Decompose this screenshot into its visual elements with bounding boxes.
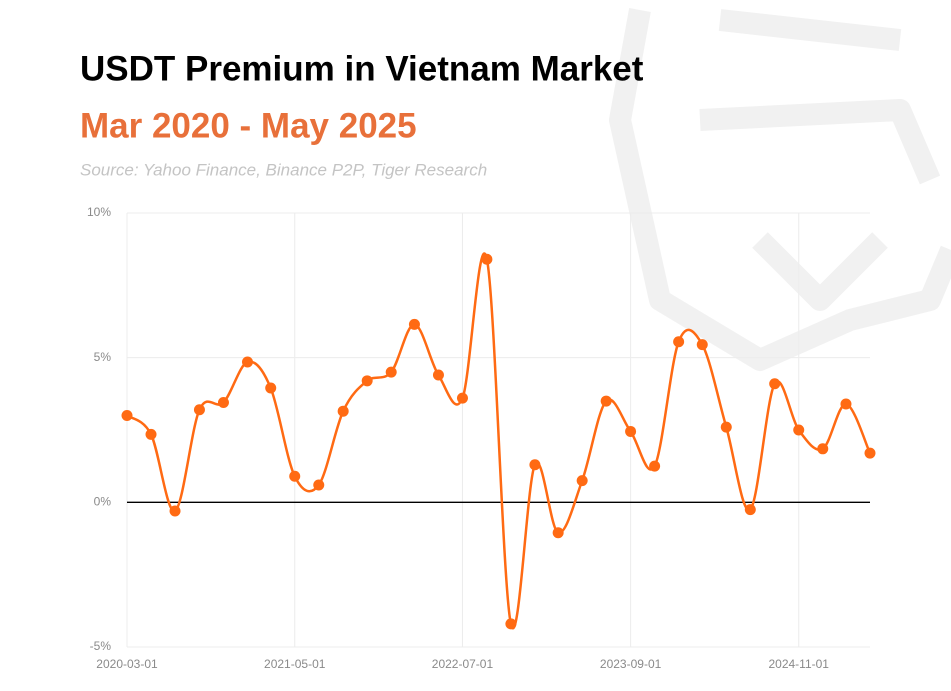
- point: [385, 366, 397, 378]
- x-tick-label: 2022-07-01: [432, 657, 494, 671]
- point: [576, 475, 588, 487]
- point: [817, 443, 829, 455]
- point: [793, 424, 805, 436]
- point: [529, 459, 541, 471]
- point: [289, 470, 301, 482]
- point: [145, 428, 157, 440]
- point: [313, 479, 325, 491]
- point: [217, 397, 229, 409]
- point: [432, 369, 444, 381]
- chart-subtitle: Mar 2020 - May 2025: [80, 106, 417, 145]
- y-tick-label: 5%: [94, 350, 112, 364]
- point: [744, 504, 756, 516]
- x-tick-label: 2020-03-01: [96, 657, 158, 671]
- point: [673, 336, 685, 348]
- point: [864, 447, 876, 459]
- point: [481, 253, 493, 265]
- x-tick-label: 2024-11-01: [768, 657, 829, 671]
- point: [720, 421, 732, 433]
- point: [696, 339, 708, 351]
- point: [408, 318, 420, 330]
- x-tick-label: 2023-09-01: [600, 657, 662, 671]
- y-tick-label: -5%: [90, 639, 112, 653]
- y-tick-label: 0%: [94, 495, 112, 509]
- point: [600, 395, 612, 407]
- point: [241, 356, 253, 368]
- line: [126, 252, 872, 630]
- chart-title: USDT Premium in Vietnam Market: [80, 49, 644, 88]
- point: [193, 404, 205, 416]
- watermark: [609, 8, 951, 371]
- point: [121, 410, 133, 422]
- point: [649, 460, 661, 472]
- point: [361, 375, 373, 387]
- point: [625, 425, 637, 437]
- point: [337, 405, 349, 417]
- point: [840, 398, 852, 410]
- point: [505, 618, 517, 630]
- y-tick-label: 10%: [87, 205, 111, 219]
- x-tick-label: 2021-05-01: [264, 657, 326, 671]
- point: [769, 378, 781, 390]
- point: [265, 382, 277, 394]
- point: [552, 527, 564, 539]
- point: [456, 392, 468, 404]
- point: [169, 505, 181, 517]
- chart-source: Source: Yahoo Finance, Binance P2P, Tige…: [80, 160, 487, 179]
